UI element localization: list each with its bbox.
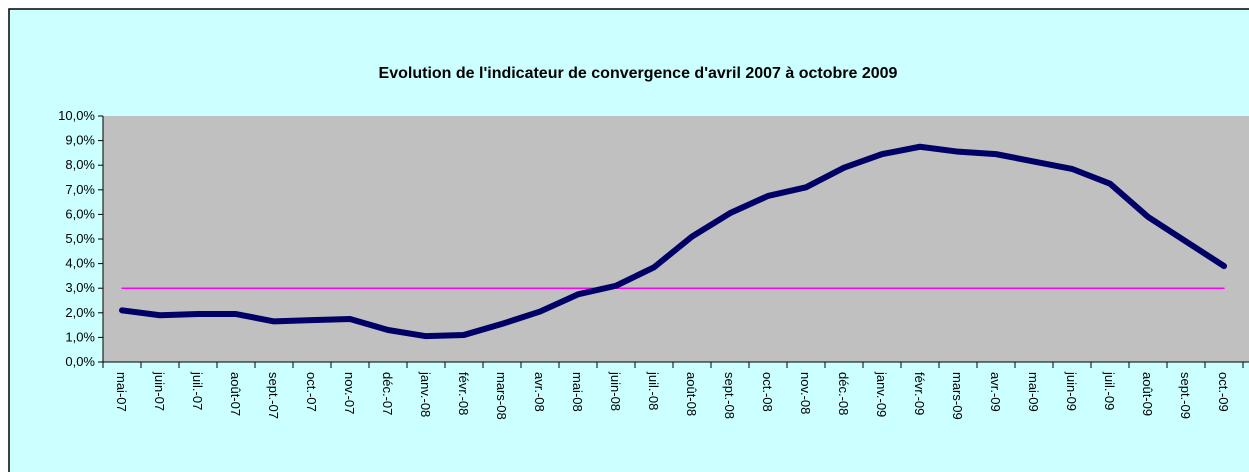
plot-area bbox=[103, 116, 1249, 362]
x-tick-label: sept.-08 bbox=[722, 372, 737, 419]
x-tick-label: mai-08 bbox=[570, 372, 585, 412]
x-tick-label: janv.-09 bbox=[874, 371, 889, 417]
y-tick-label: 0,0% bbox=[65, 354, 95, 369]
x-tick-label: mars-08 bbox=[494, 372, 509, 420]
x-tick-label: janv.-08 bbox=[418, 371, 433, 417]
x-tick-label: juin-07 bbox=[152, 371, 167, 411]
y-tick-label: 5,0% bbox=[65, 231, 95, 246]
y-tick-label: 3,0% bbox=[65, 280, 95, 295]
x-tick-label: août-08 bbox=[684, 372, 699, 416]
x-tick-label: sept.-09 bbox=[1178, 372, 1193, 419]
y-tick-label: 7,0% bbox=[65, 182, 95, 197]
x-tick-label: mai-07 bbox=[114, 372, 129, 412]
x-tick-label: août-07 bbox=[228, 372, 243, 416]
x-tick-label: févr.-08 bbox=[456, 372, 471, 415]
y-tick-label: 2,0% bbox=[65, 305, 95, 320]
x-tick-label: juin-08 bbox=[608, 371, 623, 411]
y-tick-label: 9,0% bbox=[65, 133, 95, 148]
x-tick-label: févr.-09 bbox=[912, 372, 927, 415]
x-tick-label: déc.-07 bbox=[380, 372, 395, 415]
x-tick-label: mai-09 bbox=[1026, 372, 1041, 412]
y-tick-label: 1,0% bbox=[65, 329, 95, 344]
x-tick-label: avr.-08 bbox=[532, 372, 547, 412]
x-tick-label: avr.-09 bbox=[988, 372, 1003, 412]
x-tick-label: nov.-08 bbox=[798, 372, 813, 414]
x-tick-label: août-09 bbox=[1140, 372, 1155, 416]
x-tick-label: oct.-08 bbox=[760, 372, 775, 412]
y-tick-label: 10,0% bbox=[58, 108, 95, 123]
x-tick-label: sept.-07 bbox=[266, 372, 281, 419]
x-tick-label: oct.-09 bbox=[1216, 372, 1231, 412]
x-tick-label: juin-09 bbox=[1064, 371, 1079, 411]
x-tick-label: nov.-07 bbox=[342, 372, 357, 414]
y-tick-label: 4,0% bbox=[65, 256, 95, 271]
chart-title: Evolution de l'indicateur de convergence… bbox=[379, 65, 898, 82]
data-line bbox=[119, 143, 1227, 340]
x-tick-label: juil.-09 bbox=[1102, 371, 1117, 410]
y-tick-label: 6,0% bbox=[65, 206, 95, 221]
x-tick-label: juil.-07 bbox=[190, 371, 205, 410]
x-tick-label: mars-09 bbox=[950, 372, 965, 420]
x-tick-label: déc.-08 bbox=[836, 372, 851, 415]
x-tick-label: oct.-07 bbox=[304, 372, 319, 412]
x-tick-label: juil.-08 bbox=[646, 371, 661, 410]
y-tick-label: 8,0% bbox=[65, 157, 95, 172]
